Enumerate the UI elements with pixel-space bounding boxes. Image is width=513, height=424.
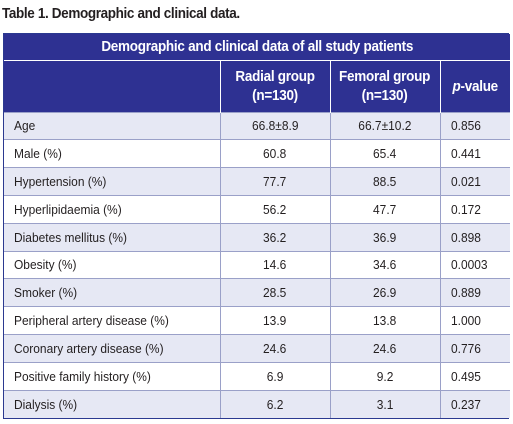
table-row: Age 66.8±8.9 66.7±10.2 0.856 (4, 111, 511, 140)
row-label: Age (4, 111, 220, 140)
p-value: 0.0003 (439, 250, 511, 279)
p-value: 1.000 (439, 306, 511, 335)
table-row: Diabetes mellitus (%) 36.2 36.9 0.898 (4, 222, 511, 252)
table-row: Hyperlipidaemia (%) 56.2 47.7 0.172 (4, 194, 511, 224)
row-label: Positive family history (%) (4, 361, 220, 391)
radial-value: 13.9 (219, 306, 330, 335)
femoral-column-header: Femoral group (n=130) (329, 59, 440, 112)
row-label: Obesity (%) (4, 250, 220, 279)
radial-header-line2: (n=130) (252, 87, 298, 104)
table-caption: Table 1. Demographic and clinical data. (2, 5, 240, 22)
radial-value: 6.2 (219, 389, 330, 418)
radial-column-header: Radial group (n=130) (219, 59, 330, 112)
radial-value: 24.6 (219, 334, 330, 363)
row-label: Dialysis (%) (4, 389, 220, 418)
p-value: 0.441 (439, 139, 511, 168)
femoral-value: 65.4 (329, 139, 440, 168)
table-row: Peripheral artery disease (%) 13.9 13.8 … (4, 306, 511, 335)
p-value: 0.776 (439, 334, 511, 363)
femoral-value: 34.6 (329, 250, 440, 279)
table-row: Smoker (%) 28.5 26.9 0.889 (4, 278, 511, 307)
radial-value: 60.8 (219, 139, 330, 168)
radial-header-line1: Radial group (235, 68, 315, 85)
radial-value: 28.5 (219, 278, 330, 307)
p-value: 0.495 (439, 361, 511, 391)
p-value: 0.856 (439, 111, 511, 140)
radial-value: 56.2 (219, 194, 330, 224)
radial-value: 6.9 (219, 361, 330, 391)
femoral-value: 9.2 (329, 361, 440, 391)
pvalue-header-rest: -value (460, 77, 499, 95)
row-label: Peripheral artery disease (%) (4, 306, 220, 335)
p-value: 0.889 (439, 278, 511, 307)
row-label: Smoker (%) (4, 278, 220, 307)
row-label: Hyperlipidaemia (%) (4, 194, 220, 224)
femoral-value: 24.6 (329, 334, 440, 363)
radial-value: 66.8±8.9 (219, 111, 330, 140)
p-value: 0.021 (439, 167, 511, 196)
label-column-header (4, 59, 220, 112)
p-value: 0.172 (439, 194, 511, 224)
femoral-value: 66.7±10.2 (329, 111, 440, 140)
femoral-value: 47.7 (329, 194, 440, 224)
table-row: Positive family history (%) 6.9 9.2 0.49… (4, 361, 511, 391)
p-value: 0.237 (439, 389, 511, 418)
row-label: Diabetes mellitus (%) (4, 222, 220, 252)
row-label: Male (%) (4, 139, 220, 168)
pvalue-header-italic: p (452, 77, 461, 95)
femoral-value: 26.9 (329, 278, 440, 307)
femoral-header-line2: (n=130) (362, 87, 408, 104)
femoral-value: 88.5 (329, 167, 440, 196)
table-row: Coronary artery disease (%) 24.6 24.6 0.… (4, 334, 511, 363)
row-label: Coronary artery disease (%) (4, 334, 220, 363)
table-row: Hypertension (%) 77.7 88.5 0.021 (4, 167, 511, 196)
table-row: Obesity (%) 14.6 34.6 0.0003 (4, 250, 511, 279)
p-value: 0.898 (439, 222, 511, 252)
femoral-value: 13.8 (329, 306, 440, 335)
table-banner: Demographic and clinical data of all stu… (4, 34, 511, 60)
femoral-header-line1: Femoral group (339, 68, 431, 85)
radial-value: 14.6 (219, 250, 330, 279)
femoral-value: 36.9 (329, 222, 440, 252)
pvalue-column-header: p-value (439, 59, 511, 112)
table-row: Male (%) 60.8 65.4 0.441 (4, 139, 511, 168)
femoral-value: 3.1 (329, 389, 440, 418)
table-banner-text: Demographic and clinical data of all stu… (101, 38, 413, 56)
radial-value: 36.2 (219, 222, 330, 252)
radial-value: 77.7 (219, 167, 330, 196)
demographics-table: Demographic and clinical data of all stu… (3, 33, 511, 419)
table-row: Dialysis (%) 6.2 3.1 0.237 (4, 389, 511, 418)
row-label: Hypertension (%) (4, 167, 220, 196)
